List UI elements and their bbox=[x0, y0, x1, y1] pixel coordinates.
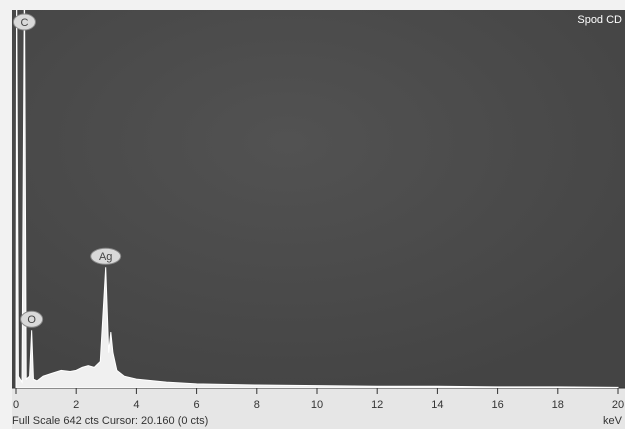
peak-label-text: C bbox=[20, 17, 28, 29]
plot-layer bbox=[15, 10, 619, 388]
peak-label-badge bbox=[12, 13, 36, 31]
x-tick-label: 12 bbox=[371, 399, 383, 411]
peak-label-badge bbox=[20, 310, 44, 328]
x-tick-label: 10 bbox=[311, 399, 323, 411]
peak-label-text: Ag bbox=[99, 251, 112, 263]
x-tick-label: 6 bbox=[194, 399, 200, 411]
peak-label: Ag bbox=[90, 247, 122, 265]
peak-label-text: O bbox=[27, 314, 36, 326]
peak-label: C bbox=[12, 13, 36, 31]
x-tick-label: 16 bbox=[491, 399, 503, 411]
plot-area bbox=[12, 10, 625, 388]
peak-label-badge bbox=[90, 247, 122, 265]
x-tick-label: 18 bbox=[552, 399, 564, 411]
x-tick-label: 4 bbox=[133, 399, 139, 411]
x-tick-label: 2 bbox=[73, 399, 79, 411]
x-tick-label: 8 bbox=[254, 399, 260, 411]
spectrum-area bbox=[15, 10, 619, 388]
x-axis-label: keV bbox=[603, 415, 623, 427]
status-bar: Full Scale 642 cts Cursor: 20.160 (0 cts… bbox=[12, 415, 208, 427]
x-tick-label: 14 bbox=[431, 399, 443, 411]
x-tick-label: 20 bbox=[612, 399, 624, 411]
x-tick-label: 0 bbox=[13, 399, 19, 411]
peak-label: O bbox=[20, 310, 44, 328]
corner-label: Spod CD bbox=[577, 14, 622, 26]
axis-strip bbox=[12, 388, 625, 429]
